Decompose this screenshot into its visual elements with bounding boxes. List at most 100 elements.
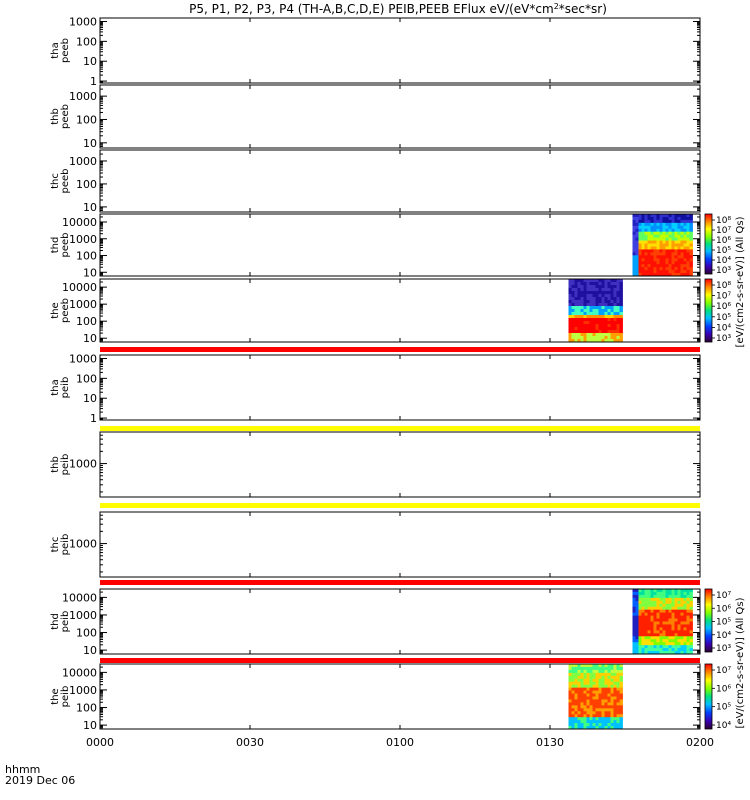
panel-frame — [99, 84, 701, 149]
chart-title: P5, P1, P2, P3, P4 (TH-A,B,C,D,E) PEIB,P… — [189, 2, 607, 16]
panel-the-peeb: 10000 1000 100 10 the peeb — [50, 278, 701, 345]
y-tick-label: 100 — [76, 372, 97, 385]
panel-label-probe: the — [50, 688, 61, 704]
colorbar-the-peib: 10⁷ 10⁶ 10⁵ 10⁴ — [704, 663, 731, 731]
x-tick-label: 0000 — [86, 736, 114, 749]
panel-tha-peeb: 1000 100 10 1 tha peeb — [50, 15, 701, 88]
panel-label-product: peib — [60, 534, 71, 556]
spectrogram-the-peeb — [568, 279, 623, 343]
y-tick-label: 10000 — [62, 666, 97, 679]
colorbar-tick-label: 10³ — [716, 644, 731, 654]
colorbar-thd-peib: 10⁷ 10⁶ 10⁵ 10⁴ 10³ — [704, 588, 731, 654]
colorbar-label-peeb: [eV/(cm2-s-sr-eV)] (All Qs) — [735, 216, 746, 347]
panel-thd-peib: 10000 1000 100 10 thd peib — [50, 588, 701, 657]
y-tick-label: 1 — [90, 75, 97, 88]
y-tick-label: 10 — [83, 644, 97, 657]
panel-frame — [99, 588, 701, 655]
y-tick-label: 1000 — [69, 538, 97, 551]
y-tick-label: 100 — [76, 250, 97, 263]
panel-label-product: peib — [60, 686, 71, 708]
panel-frame — [99, 354, 701, 421]
quality-band-red — [100, 580, 700, 585]
colorbar-tick-label: 10³ — [716, 266, 731, 276]
colorbar-tick-label: 10⁶ — [716, 236, 731, 246]
y-tick-label: 10000 — [62, 216, 97, 229]
y-tick-label: 1000 — [69, 90, 97, 103]
colorbar-tick-label: 10⁶ — [716, 302, 731, 312]
spectrogram-thd-peeb — [632, 214, 693, 277]
x-tick-label: 0130 — [536, 736, 564, 749]
panel-the-peib: 10000 1000 100 10 the peib — [50, 663, 701, 732]
colorbar-tick-label: 10⁶ — [716, 604, 731, 614]
colorbar-tick-label: 10⁸ — [716, 281, 731, 291]
y-tick-label: 10 — [83, 201, 97, 214]
y-tick-label: 1000 — [69, 609, 97, 622]
colorbar-tick-label: 10⁵ — [716, 313, 731, 323]
panel-thc-peeb: 1000 100 10 thc peeb — [50, 149, 701, 214]
y-tick-label: 10 — [83, 137, 97, 150]
colorbar-tick-label: 10⁴ — [716, 256, 731, 266]
y-tick-label: 1000 — [69, 352, 97, 365]
panel-label-product: peib — [60, 454, 71, 476]
y-tick-label: 1000 — [69, 684, 97, 697]
panel-frame — [99, 149, 701, 213]
quality-band-red — [100, 658, 700, 663]
panel-label-probe: thc — [50, 173, 61, 189]
panel-frame — [99, 17, 701, 84]
y-tick-label: 100 — [76, 702, 97, 715]
quality-band-yellow — [100, 426, 700, 431]
x-axis-label-date: 2019 Dec 06 — [5, 774, 75, 787]
colorbar-tick-label: 10⁴ — [716, 631, 731, 641]
panel-label-probe: thd — [50, 613, 61, 630]
panel-thc-peib: 1000 thc peib — [50, 511, 701, 578]
colorbar-tick-label: 10⁷ — [716, 666, 731, 676]
panel-thb-peeb: 1000 100 10 thb peeb — [50, 84, 701, 150]
colorbar-tick-label: 10⁴ — [716, 721, 731, 731]
y-tick-label: 100 — [76, 35, 97, 48]
panel-frame — [99, 511, 701, 578]
spectrogram-thd-peib — [632, 589, 693, 655]
x-axis-label-hhmm: hhmm — [5, 763, 40, 776]
panel-thd-peeb: 10000 1000 100 10 thd peeb — [50, 213, 701, 279]
panel-label-probe: tha — [50, 42, 61, 58]
y-tick-label: 10000 — [62, 591, 97, 604]
y-tick-label: 100 — [76, 113, 97, 126]
y-tick-label: 10 — [83, 332, 97, 345]
colorbar-group: 10⁸10⁷10⁶10⁵10⁴10³10⁸10⁷10⁶10⁵10⁴10³10⁷1… — [704, 213, 746, 731]
colorbar-tick-label: 10⁶ — [716, 684, 731, 694]
colorbar-tick-label: 10⁷ — [716, 226, 731, 236]
x-axis: 0000 0030 0100 0130 0200 — [86, 736, 714, 749]
panel-tha-peib: 1000 100 10 1 tha peib — [50, 352, 701, 425]
x-tick-label: 0030 — [236, 736, 264, 749]
y-tick-label: 100 — [76, 178, 97, 191]
y-tick-label: 10 — [83, 719, 97, 732]
panel-frame — [99, 213, 701, 277]
panel-label-product: peeb — [60, 38, 71, 63]
y-tick-label: 100 — [76, 627, 97, 640]
colorbar-label-peib: [eV/(cm2-s-sr-eV)] (All Qs) — [735, 597, 746, 728]
panel-label-product: peeb — [60, 233, 71, 258]
x-tick-label: 0100 — [386, 736, 414, 749]
y-tick-label: 10000 — [62, 281, 97, 294]
panel-label-product: peeb — [60, 169, 71, 194]
colorbar-tick-label: 10⁷ — [716, 591, 731, 601]
colorbar-tick-label: 10⁵ — [716, 618, 731, 628]
panel-label-probe: thc — [50, 537, 61, 553]
panel-label-probe: thb — [50, 108, 61, 125]
panel-label-product: peeb — [60, 104, 71, 129]
panel-label-probe: thd — [50, 237, 61, 254]
y-tick-label: 10 — [83, 266, 97, 279]
x-tick-label: 0200 — [686, 736, 714, 749]
panel-thb-peib: 1000 thb peib — [50, 431, 701, 498]
y-tick-label: 10 — [83, 392, 97, 405]
colorbar-tick-label: 10⁵ — [716, 703, 731, 713]
y-tick-label: 100 — [76, 315, 97, 328]
y-tick-label: 10 — [83, 55, 97, 68]
y-tick-label: 1000 — [69, 233, 97, 246]
spectrogram-the-peib — [568, 664, 623, 730]
colorbar-tick-label: 10³ — [716, 334, 731, 344]
y-tick-label: 1 — [90, 412, 97, 425]
